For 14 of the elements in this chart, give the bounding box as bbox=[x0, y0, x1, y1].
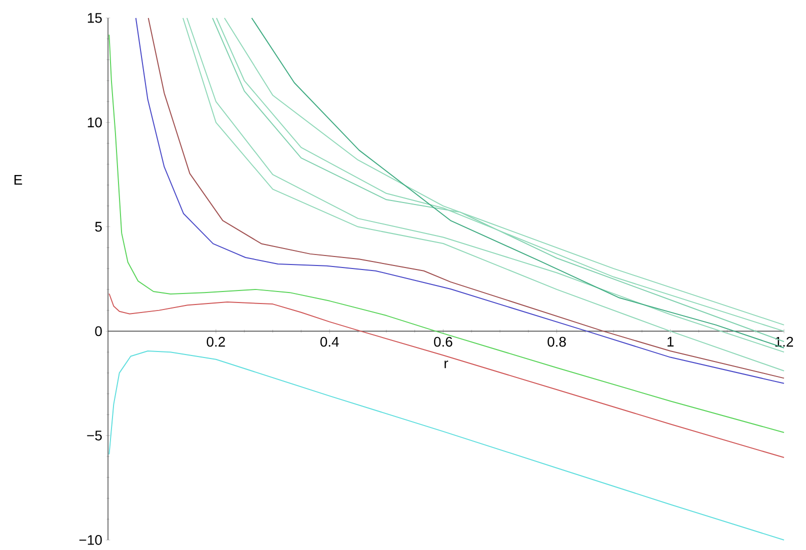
line-series bbox=[108, 350, 785, 540]
y-tick-label: 10 bbox=[88, 117, 102, 128]
x-tick-label: 0.2 bbox=[206, 336, 225, 347]
y-tick-label: −5 bbox=[87, 430, 102, 440]
x-tick-label: 1 bbox=[668, 336, 674, 346]
y-axis-title: E bbox=[14, 175, 22, 185]
y-tick-label: −10 bbox=[79, 535, 102, 545]
x-tick-label: 0.8 bbox=[548, 336, 566, 347]
y-tick-label: 5 bbox=[95, 222, 102, 232]
x-axis-title: r bbox=[444, 360, 448, 368]
y-tick-label: 15 bbox=[88, 13, 102, 23]
x-tick-label: 0.6 bbox=[434, 336, 452, 347]
y-tick-label: 0 bbox=[95, 326, 102, 336]
x-tick-label: 0.4 bbox=[320, 336, 339, 347]
